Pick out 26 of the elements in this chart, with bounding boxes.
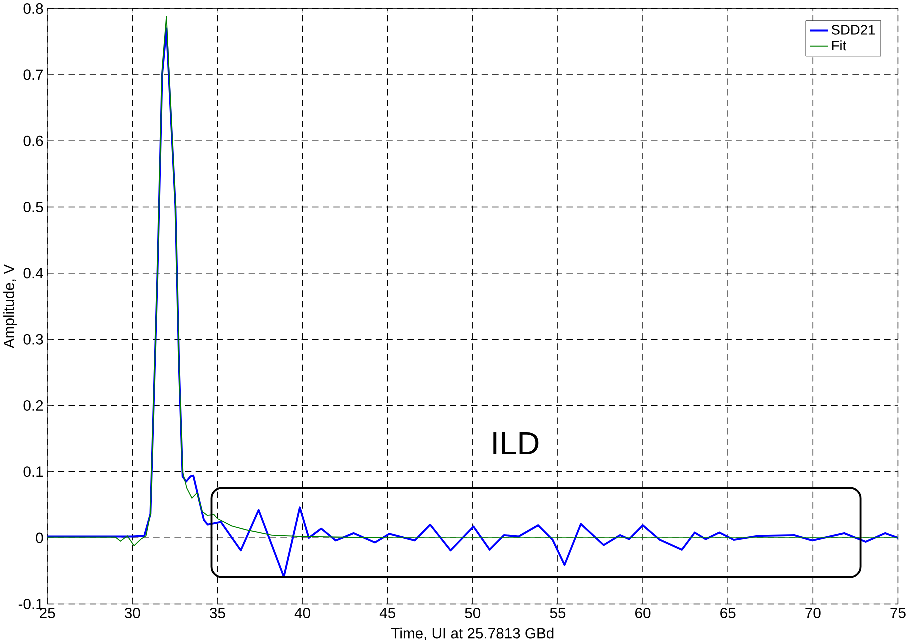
y-axis-title: Amplitude, V — [4, 264, 18, 348]
x-axis-title: Time, UI at 25.7813 GBd — [391, 628, 554, 640]
x-tick-label: 35 — [210, 608, 226, 618]
y-tick-label: 0.1 — [24, 466, 44, 478]
legend-label: Fit — [832, 40, 846, 51]
y-tick-label: 0 — [36, 532, 44, 544]
x-tick-label: 40 — [294, 608, 310, 618]
y-tick-label: -0.1 — [18, 598, 44, 610]
x-tick-label: 75 — [890, 608, 906, 618]
y-tick-label: 0.7 — [24, 70, 44, 80]
y-tick-label: 0.3 — [24, 334, 44, 345]
annotation: ILD — [494, 432, 539, 454]
y-tick-label: 0.6 — [24, 136, 44, 146]
x-tick-label: 45 — [380, 608, 396, 618]
y-tick-label: 0.5 — [24, 202, 44, 212]
y-tick-label: 0.2 — [24, 400, 44, 411]
x-tick-label: 60 — [636, 608, 651, 618]
y-tick-label: 0.8 — [24, 4, 44, 14]
x-tick-label: 70 — [806, 608, 821, 618]
x-tick-label: 50 — [465, 608, 481, 618]
x-tick-label: 30 — [124, 608, 140, 618]
x-tick-label: 55 — [550, 608, 566, 618]
legend-label: SDD21 — [832, 25, 876, 35]
y-tick-label: 0.4 — [24, 268, 44, 279]
x-tick-label: 65 — [720, 608, 736, 618]
x-tick-label: 25 — [40, 608, 56, 618]
